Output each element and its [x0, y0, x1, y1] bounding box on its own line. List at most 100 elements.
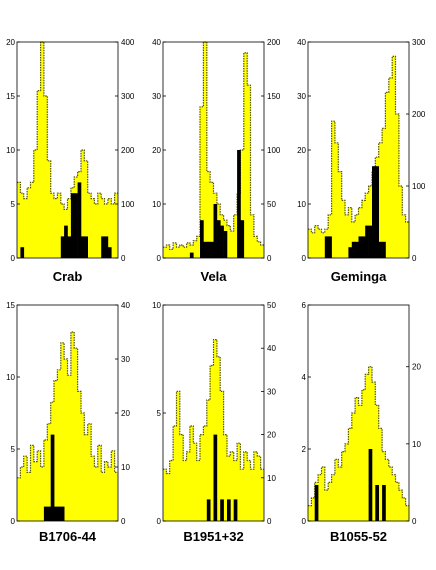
- left-tick-label: 10: [152, 301, 161, 310]
- right-tick-label: 0: [121, 254, 126, 263]
- event-bar: [314, 485, 319, 521]
- event-bar: [372, 166, 376, 258]
- event-bar: [104, 236, 109, 258]
- right-tick-label: 300: [412, 38, 426, 47]
- right-tick-label: 100: [412, 182, 426, 191]
- photon-histogram-outline: [308, 366, 409, 507]
- event-bar: [223, 231, 228, 258]
- left-tick-label: 40: [152, 38, 161, 47]
- photon-histogram-outline: [17, 41, 118, 210]
- chart-panel-1: 0 10 20 30 40 0 50 100 150 200 Vela: [152, 38, 281, 284]
- event-bar: [74, 193, 78, 258]
- left-tick-label: 10: [152, 200, 161, 209]
- left-tick-label: 0: [11, 517, 16, 526]
- event-bar: [77, 182, 82, 258]
- right-tick-label: 20: [121, 409, 130, 418]
- chart-panel-4: 0 5 10 0 10 20 30 40 50 B1951+32: [152, 301, 276, 544]
- right-tick-label: 100: [267, 146, 281, 155]
- left-tick-label: 0: [157, 254, 162, 263]
- panel-title: Geminga: [331, 269, 387, 284]
- right-tick-label: 10: [267, 474, 276, 483]
- panel-title: Vela: [200, 269, 227, 284]
- left-tick-label: 10: [6, 373, 15, 382]
- left-tick-label: 15: [6, 301, 15, 310]
- event-bar: [70, 193, 75, 258]
- event-bar: [240, 220, 245, 258]
- event-bar: [206, 241, 211, 258]
- left-tick-label: 5: [157, 409, 162, 418]
- event-bar: [355, 241, 359, 258]
- right-tick-label: 10: [412, 440, 421, 449]
- left-tick-label: 10: [6, 146, 15, 155]
- right-tick-label: 0: [267, 517, 272, 526]
- event-bar: [220, 225, 224, 258]
- photon-histogram-outline: [163, 339, 264, 475]
- left-tick-label: 6: [302, 301, 307, 310]
- right-tick-label: 20: [412, 363, 421, 372]
- event-bar: [375, 166, 379, 258]
- right-tick-label: 40: [121, 301, 130, 310]
- event-bar: [361, 236, 366, 258]
- right-tick-label: 0: [267, 254, 272, 263]
- event-bar: [54, 506, 58, 521]
- left-tick-label: 30: [152, 92, 161, 101]
- event-bar: [220, 499, 224, 521]
- right-tick-label: 30: [121, 355, 130, 364]
- right-tick-label: 200: [412, 110, 426, 119]
- left-tick-label: 4: [302, 373, 307, 382]
- panel-title: B1055-52: [330, 529, 387, 544]
- event-bar: [324, 236, 329, 258]
- event-bar: [233, 499, 238, 521]
- right-tick-label: 50: [267, 200, 276, 209]
- right-tick-label: 0: [412, 517, 417, 526]
- photon-histogram-outline: [17, 331, 118, 479]
- photon-histogram-fill: [17, 332, 118, 521]
- photon-histogram-fill: [308, 56, 409, 259]
- left-tick-label: 5: [11, 445, 16, 454]
- event-bar: [60, 506, 65, 521]
- event-bar: [213, 204, 218, 258]
- right-tick-label: 300: [121, 92, 135, 101]
- panel-title: B1951+32: [183, 529, 243, 544]
- event-bar: [107, 247, 112, 258]
- event-bar: [358, 236, 363, 258]
- left-tick-label: 40: [297, 38, 306, 47]
- event-bar: [43, 506, 48, 521]
- event-bar: [368, 225, 373, 258]
- left-tick-label: 20: [297, 146, 306, 155]
- photon-histogram-fill: [308, 366, 409, 521]
- event-bar: [382, 485, 386, 521]
- left-tick-label: 20: [6, 38, 15, 47]
- right-tick-label: 50: [267, 301, 276, 310]
- left-tick-label: 5: [11, 200, 16, 209]
- right-tick-label: 40: [267, 344, 276, 353]
- event-bar: [200, 220, 204, 258]
- chart-panel-5: 0 2 4 6 0 10 20 B1055-52: [302, 301, 422, 544]
- event-bar: [50, 434, 55, 521]
- event-bar: [20, 247, 25, 258]
- photon-histogram-fill: [163, 339, 264, 521]
- event-bar: [206, 499, 211, 521]
- event-bar: [216, 220, 221, 258]
- left-tick-label: 2: [302, 445, 307, 454]
- event-bar: [81, 236, 85, 258]
- event-bar: [328, 236, 332, 258]
- right-tick-label: 20: [267, 431, 276, 440]
- right-tick-label: 100: [121, 200, 135, 209]
- left-tick-label: 30: [297, 92, 306, 101]
- right-tick-label: 400: [121, 38, 135, 47]
- left-tick-label: 15: [6, 92, 15, 101]
- event-bar: [189, 252, 194, 258]
- event-bar: [351, 241, 356, 258]
- right-tick-label: 10: [121, 463, 130, 472]
- event-bar: [378, 241, 383, 258]
- right-tick-label: 150: [267, 92, 281, 101]
- event-bar: [348, 247, 353, 258]
- event-bar: [210, 241, 214, 258]
- photon-histogram-outline: [163, 41, 264, 250]
- chart-panel-3: 0 5 10 15 0 10 20 30 40 B1706-44: [6, 301, 130, 544]
- right-tick-label: 0: [412, 254, 417, 263]
- left-tick-label: 0: [302, 254, 307, 263]
- event-bar: [57, 506, 62, 521]
